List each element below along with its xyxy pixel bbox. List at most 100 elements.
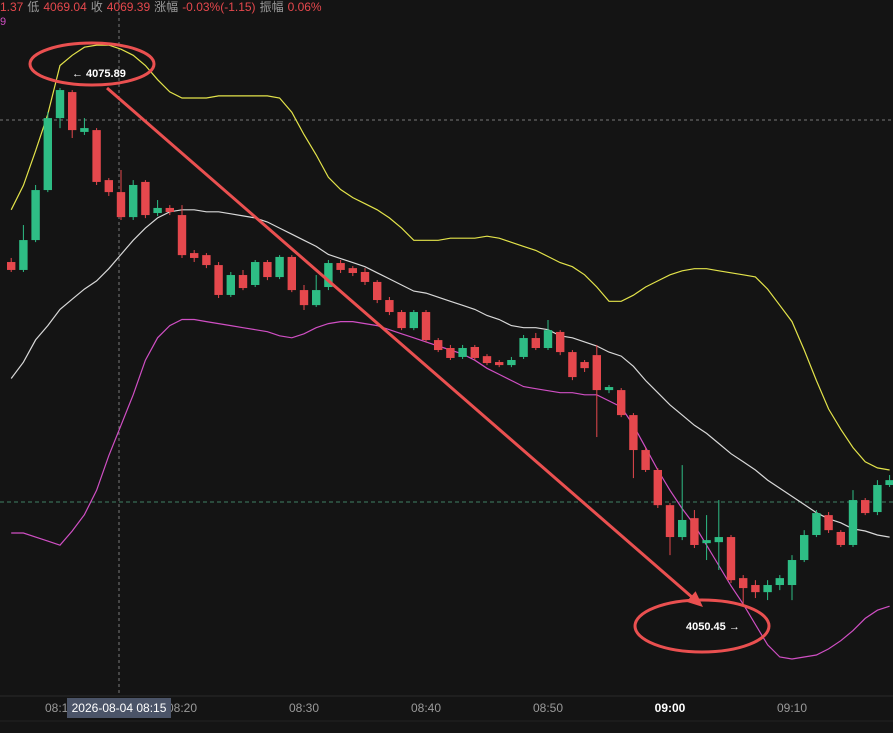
candle-body xyxy=(19,240,28,270)
candle-body xyxy=(251,262,260,285)
candle-body xyxy=(299,290,309,306)
x-tick-label: 08:50 xyxy=(533,701,563,715)
header-item: 振幅 xyxy=(259,0,284,14)
header-item: -0.03%(-1.15) xyxy=(182,0,256,14)
candle-body xyxy=(580,362,589,369)
candle-body xyxy=(861,500,870,514)
candle-body xyxy=(446,348,455,358)
candle-body xyxy=(43,118,52,191)
candle-body xyxy=(629,415,638,451)
x-tick-label: 09:00 xyxy=(655,701,686,715)
candle-body xyxy=(397,312,406,329)
candle-body xyxy=(507,360,516,366)
low-label: 4050.45 → xyxy=(686,621,740,633)
header-item: 低 xyxy=(27,0,40,14)
candle-body xyxy=(55,90,65,119)
crosshair-tag: 2026-08-04 08:15 xyxy=(67,698,171,718)
band-line xyxy=(10,209,890,538)
candle-body xyxy=(360,271,370,282)
candle-body xyxy=(592,355,601,391)
candle-body xyxy=(763,585,772,593)
candle-body xyxy=(495,362,504,366)
candle-body xyxy=(824,515,833,531)
trend-arrow xyxy=(106,86,694,600)
candle-body xyxy=(31,190,40,241)
candle-body xyxy=(873,485,882,513)
candle-body xyxy=(812,513,821,536)
header-item: 涨幅 xyxy=(154,0,179,14)
indicator-label: 9 xyxy=(0,16,7,28)
candle-body xyxy=(92,130,101,182)
candle-body xyxy=(726,537,736,581)
annotations: ← 4075.89 4050.45 → xyxy=(28,41,771,654)
candle-body xyxy=(470,346,479,358)
candle-body xyxy=(800,535,809,561)
header-item: 1.37 xyxy=(0,0,24,14)
candle-body xyxy=(434,340,443,351)
candle-body xyxy=(312,290,321,306)
candle-body xyxy=(653,469,662,506)
candle-body xyxy=(617,390,626,416)
candle-body xyxy=(665,505,675,538)
candle-body xyxy=(836,531,845,545)
candle-body xyxy=(275,256,284,278)
candle-body xyxy=(543,330,553,349)
candle-body xyxy=(556,331,565,353)
header-item: 收 xyxy=(90,0,103,14)
candle-body xyxy=(238,275,248,289)
x-tick-label: 08:40 xyxy=(411,701,441,715)
candle-body xyxy=(604,387,614,391)
candle-body xyxy=(848,500,858,545)
x-tick-label: 09:10 xyxy=(777,701,807,715)
candle-body xyxy=(702,540,711,544)
candle-body xyxy=(190,253,199,258)
header: 1.37 低 4069.04 收 4069.39 涨幅 -0.03%(-1.15) 振幅 0.0… xyxy=(0,0,326,15)
candle-body xyxy=(678,519,687,538)
candle-body xyxy=(739,578,748,589)
candle-body xyxy=(421,312,431,341)
highlight-ellipse xyxy=(633,598,771,654)
candle-body xyxy=(336,263,345,270)
candle-body xyxy=(104,180,113,193)
candle-body xyxy=(409,312,418,329)
candle-body xyxy=(80,128,89,132)
candle-body xyxy=(202,255,211,266)
header-item: 0.06% xyxy=(287,0,322,14)
candle-body xyxy=(214,265,223,295)
candle-body xyxy=(885,480,893,486)
x-tick-label: 08:30 xyxy=(289,701,319,715)
candle-body xyxy=(787,560,797,586)
highlight-ellipse xyxy=(28,41,156,87)
candle-body xyxy=(714,537,723,543)
candle-body xyxy=(324,263,333,288)
band-line xyxy=(10,44,890,471)
candle-body xyxy=(641,450,650,470)
candle-body xyxy=(68,92,77,131)
header-item: 4069.39 xyxy=(106,0,151,14)
candle-body xyxy=(7,262,16,270)
candle-body xyxy=(519,338,528,357)
candle-body xyxy=(287,256,296,291)
candle-body xyxy=(482,356,492,364)
candle-body xyxy=(141,181,150,216)
candle-body xyxy=(385,300,394,313)
x-tick-label: 08:20 xyxy=(167,701,197,715)
candle-body xyxy=(263,262,272,278)
candle-body xyxy=(690,518,699,545)
candle-body xyxy=(116,192,126,218)
candles xyxy=(7,88,893,606)
candle-body xyxy=(177,215,187,256)
candle-body xyxy=(348,268,357,273)
candle-body xyxy=(458,348,467,357)
candle-body xyxy=(165,207,174,213)
candle-body xyxy=(226,275,235,295)
candle-body xyxy=(373,281,382,301)
crosshair-tag-label: 2026-08-04 08:15 xyxy=(72,701,167,715)
candle-body xyxy=(568,352,577,378)
candle-body xyxy=(751,585,760,593)
high-label: ← 4075.89 xyxy=(72,68,126,80)
candle-body xyxy=(531,338,540,349)
